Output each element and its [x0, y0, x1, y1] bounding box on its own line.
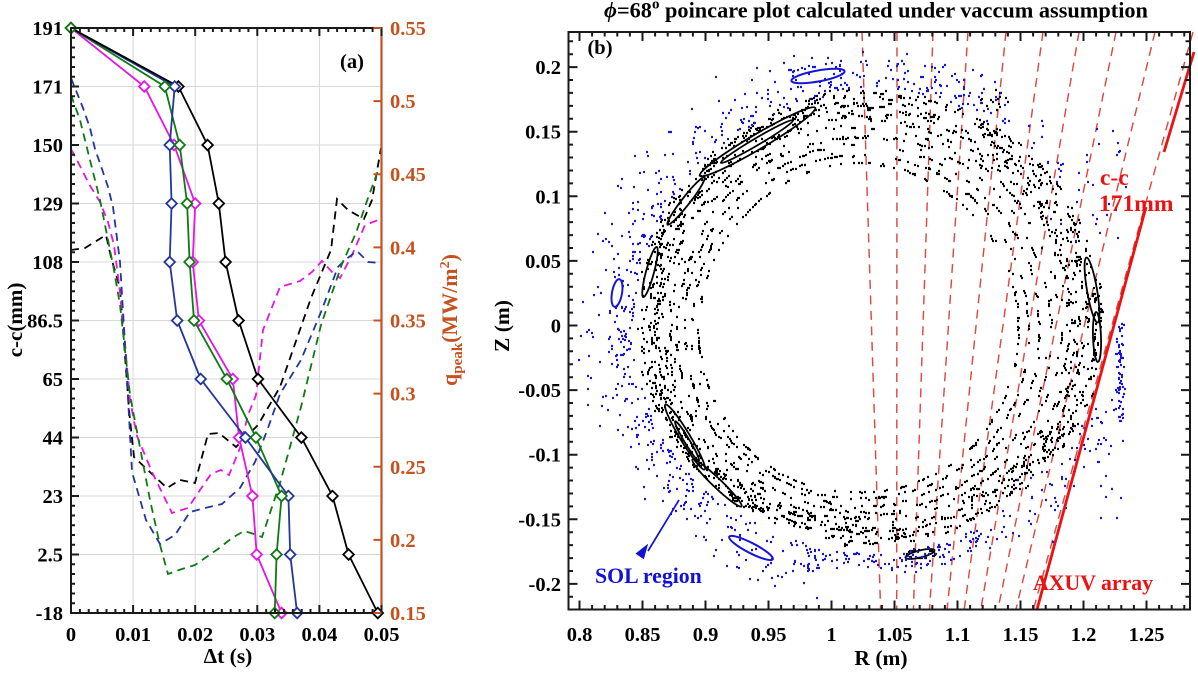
svg-text:86.5: 86.5: [27, 311, 63, 333]
svg-text:1: 1: [826, 624, 836, 646]
svg-text:129: 129: [32, 194, 63, 216]
svg-text:c-c: c-c: [1100, 165, 1129, 191]
svg-text:44: 44: [43, 428, 64, 450]
svg-text:0.85: 0.85: [625, 624, 661, 646]
svg-text:0.03: 0.03: [239, 624, 275, 646]
svg-text:0.04: 0.04: [301, 624, 337, 646]
svg-text:65: 65: [43, 369, 64, 391]
svg-text:-0.1: -0.1: [529, 445, 561, 467]
svg-text:0.2: 0.2: [535, 57, 561, 79]
svg-text:-0.15: -0.15: [518, 509, 561, 531]
svg-text:0.8: 0.8: [567, 624, 593, 646]
svg-text:23: 23: [43, 486, 64, 508]
svg-text:c-c(mm): c-c(mm): [3, 283, 27, 358]
svg-text:Δt (s): Δt (s): [204, 644, 253, 668]
svg-text:191: 191: [32, 18, 63, 40]
svg-text:1.15: 1.15: [1003, 624, 1039, 646]
svg-text:0.05: 0.05: [364, 624, 400, 646]
svg-text:0.05: 0.05: [525, 251, 561, 273]
svg-text:0.9: 0.9: [693, 624, 719, 646]
svg-text:108: 108: [32, 252, 63, 274]
svg-text:0.02: 0.02: [177, 624, 213, 646]
svg-text:R (m): R (m): [854, 646, 907, 670]
svg-text:0.45: 0.45: [390, 164, 426, 186]
svg-text:(b): (b): [587, 37, 612, 59]
svg-text:0.5: 0.5: [390, 91, 416, 113]
svg-text:150: 150: [32, 135, 63, 157]
svg-text:(a): (a): [340, 51, 364, 73]
svg-text:Z (m): Z (m): [490, 300, 514, 352]
svg-text:0.35: 0.35: [390, 311, 426, 333]
svg-text:0: 0: [66, 624, 76, 646]
svg-text:0: 0: [551, 316, 561, 338]
svg-text:0.55: 0.55: [390, 18, 426, 40]
svg-text:0.15: 0.15: [525, 122, 561, 144]
svg-text:-0.2: -0.2: [529, 574, 561, 596]
svg-text:AXUV array: AXUV array: [1033, 571, 1153, 595]
svg-text:1.2: 1.2: [1071, 624, 1097, 646]
svg-text:171mm: 171mm: [1099, 191, 1174, 217]
svg-text:1.1: 1.1: [945, 624, 971, 646]
svg-text:0.95: 0.95: [751, 624, 787, 646]
svg-text:171: 171: [32, 77, 63, 99]
svg-text:0.3: 0.3: [390, 384, 416, 406]
svg-text:SOL region: SOL region: [595, 564, 702, 588]
svg-text:ϕ=68o poincare plot calculated: ϕ=68o poincare plot calculated under vac…: [604, 0, 1149, 23]
svg-text:0.1: 0.1: [535, 186, 561, 208]
svg-text:1.05: 1.05: [877, 624, 913, 646]
svg-text:0.2: 0.2: [390, 530, 416, 552]
svg-text:1.25: 1.25: [1129, 624, 1165, 646]
svg-text:0.01: 0.01: [115, 624, 151, 646]
svg-text:0.4: 0.4: [390, 237, 416, 259]
svg-text:-0.05: -0.05: [518, 380, 561, 402]
svg-text:0.25: 0.25: [390, 457, 426, 479]
svg-text:0.15: 0.15: [390, 603, 426, 625]
svg-text:2.5: 2.5: [37, 545, 63, 567]
svg-text:-18: -18: [36, 603, 63, 625]
